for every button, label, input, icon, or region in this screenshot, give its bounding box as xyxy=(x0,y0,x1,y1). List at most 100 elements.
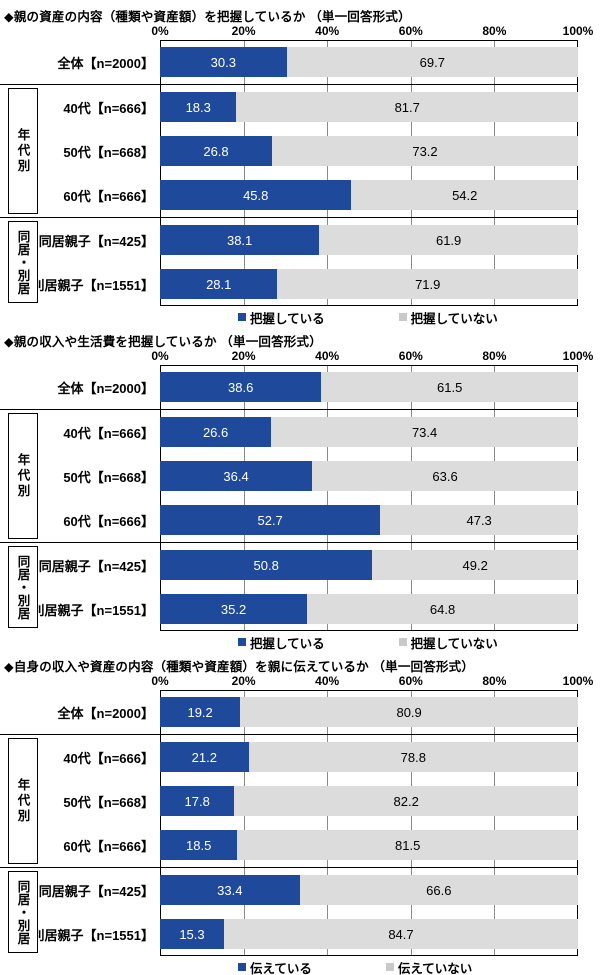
table-row: 40代【n=666】 26.6 73.4 xyxy=(0,410,578,454)
legend-item-no: 把握していない xyxy=(398,633,498,650)
bar-segment-no: 47.3 xyxy=(380,505,578,535)
legend-item-yes: 伝えている xyxy=(238,958,312,975)
bar-segment-yes: 50.8 xyxy=(160,550,373,580)
category-label: 50代【n=668】 xyxy=(63,144,154,160)
bar-value-label: 18.5 xyxy=(186,837,212,853)
bar-value-label: 66.6 xyxy=(426,882,452,898)
x-axis-tick-label: 100% xyxy=(562,349,594,363)
bar-segment-no: 80.9 xyxy=(240,697,578,727)
x-axis-tick-label: 80% xyxy=(482,349,507,363)
legend: 把握している 把握していない xyxy=(238,633,600,650)
bar-value-label: 38.1 xyxy=(226,232,253,248)
bar-value-label: 81.5 xyxy=(395,837,421,853)
bar-value-label: 63.6 xyxy=(432,468,458,484)
category-label: 同居親子【n=425】 xyxy=(38,883,154,899)
category-label: 60代【n=666】 xyxy=(63,513,154,529)
section-living-arrangement: 同居・別居 同居親子【n=425】 50.8 49.2 別居親子【n=1551】… xyxy=(0,543,578,631)
bar-segment-yes: 38.6 xyxy=(160,372,322,402)
section-divider xyxy=(0,867,578,868)
chart-title: ◆自身の収入や資産の内容（種類や資産額）を親に伝えているか （単一回答形式） xyxy=(4,660,475,674)
table-row: 全体【n=2000】 38.6 61.5 xyxy=(0,365,578,409)
bar-value-label: 38.6 xyxy=(228,379,254,395)
bar-value-label: 15.3 xyxy=(179,926,205,942)
table-row: 別居親子【n=1551】 28.1 71.9 xyxy=(0,262,578,306)
table-row: 全体【n=2000】 19.2 80.9 xyxy=(0,690,578,734)
legend-label: 把握している xyxy=(250,311,325,326)
section-total: 全体【n=2000】 38.6 61.5 xyxy=(0,365,578,409)
bar-segment-yes: 38.1 xyxy=(160,225,320,255)
table-row: 同居親子【n=425】 38.1 61.9 xyxy=(0,218,578,262)
legend-item-no: 把握していない xyxy=(398,308,498,326)
chart-asset-awareness: ◆親の資産の内容（種類や資産額）を把握しているか （単一回答形式） 0% 20%… xyxy=(0,0,600,325)
section-divider xyxy=(0,542,578,543)
bar-segment-yes: 30.3 xyxy=(160,47,287,77)
bar-value-label: 28.1 xyxy=(206,276,232,292)
category-label: 40代【n=666】 xyxy=(63,100,154,116)
section-age-groups: 年代別 40代【n=666】 18.3 81.7 50代【n=668】 26.8… xyxy=(0,85,578,217)
plot-frame xyxy=(160,365,578,631)
x-axis-tick-label: 100% xyxy=(562,674,594,688)
bar-segment-no: 54.2 xyxy=(351,180,578,210)
table-row: 60代【n=666】 52.7 47.3 xyxy=(0,498,578,542)
gridline xyxy=(410,366,412,630)
plot-area: 全体【n=2000】 19.2 80.9 年代別 40代【n=666】 21.2… xyxy=(0,690,578,956)
x-axis-tick-label: 20% xyxy=(231,24,256,38)
x-axis-tick-label: 0% xyxy=(151,24,169,38)
legend-item-yes: 把握している xyxy=(238,308,325,326)
bar-segment-yes: 26.6 xyxy=(160,417,272,447)
category-label: 全体【n=2000】 xyxy=(57,55,154,71)
legend-label: 把握していない xyxy=(410,311,498,326)
category-label: 全体【n=2000】 xyxy=(57,380,154,396)
table-row: 同居親子【n=425】 50.8 49.2 xyxy=(0,543,578,587)
bar-track: 45.8 54.2 xyxy=(160,180,578,210)
gridline xyxy=(327,41,329,305)
bar-value-label: 54.2 xyxy=(452,187,478,203)
table-row: 60代【n=666】 45.8 54.2 xyxy=(0,173,578,217)
legend: 把握している 把握していない xyxy=(238,308,600,325)
bar-value-label: 47.3 xyxy=(466,512,492,528)
bar-segment-yes: 36.4 xyxy=(160,461,313,491)
bar-track: 26.8 73.2 xyxy=(160,136,578,166)
table-row: 同居親子【n=425】 33.4 66.6 xyxy=(0,868,578,912)
bar-value-label: 61.9 xyxy=(435,232,462,248)
category-label: 別居親子【n=1551】 xyxy=(31,277,154,293)
bar-track: 50.8 49.2 xyxy=(160,550,578,580)
table-row: 40代【n=666】 18.3 81.7 xyxy=(0,85,578,129)
bar-value-label: 18.3 xyxy=(185,99,211,115)
category-label: 別居親子【n=1551】 xyxy=(31,927,154,943)
x-axis-tick-label: 60% xyxy=(398,674,423,688)
category-label: 60代【n=666】 xyxy=(63,188,154,204)
bar-segment-no: 61.9 xyxy=(319,225,578,255)
bar-segment-yes: 18.3 xyxy=(160,92,237,122)
bar-value-label: 33.4 xyxy=(217,882,243,898)
section-living-arrangement: 同居・別居 同居親子【n=425】 33.4 66.6 別居親子【n=1551】… xyxy=(0,868,578,956)
bar-value-label: 71.9 xyxy=(415,276,441,292)
group-label-living: 同居・別居 xyxy=(8,221,38,303)
bar-value-label: 36.4 xyxy=(223,468,249,484)
legend-swatch-yes-icon xyxy=(238,313,246,321)
legend-swatch-no-icon xyxy=(398,638,407,646)
bar-track: 21.2 78.8 xyxy=(160,742,578,772)
bar-value-label: 81.7 xyxy=(394,99,420,115)
bar-segment-no: 81.7 xyxy=(236,92,578,122)
bar-value-label: 80.9 xyxy=(396,704,422,720)
bar-segment-no: 73.2 xyxy=(272,136,578,166)
x-axis-tick-label: 40% xyxy=(315,349,340,363)
group-label-living: 同居・別居 xyxy=(8,546,38,628)
x-axis-tick-label: 80% xyxy=(482,674,507,688)
bar-value-label: 30.3 xyxy=(210,54,236,70)
gridline xyxy=(493,366,495,630)
bar-track: 19.2 80.9 xyxy=(160,697,578,727)
plot-area: 全体【n=2000】 38.6 61.5 年代別 40代【n=666】 26.6… xyxy=(0,365,578,631)
x-axis-tick-label: 40% xyxy=(315,674,340,688)
bar-segment-no: 61.5 xyxy=(321,372,578,402)
bar-value-label: 50.8 xyxy=(253,557,279,573)
bar-segment-yes: 17.8 xyxy=(160,786,235,816)
legend-swatch-no-icon xyxy=(398,313,407,321)
category-label: 全体【n=2000】 xyxy=(57,705,154,721)
bar-segment-no: 49.2 xyxy=(372,550,578,580)
group-label-age: 年代別 xyxy=(8,88,38,214)
bar-value-label: 69.7 xyxy=(419,54,445,70)
bar-track: 18.5 81.5 xyxy=(160,830,578,860)
bar-value-label: 84.7 xyxy=(388,926,414,942)
